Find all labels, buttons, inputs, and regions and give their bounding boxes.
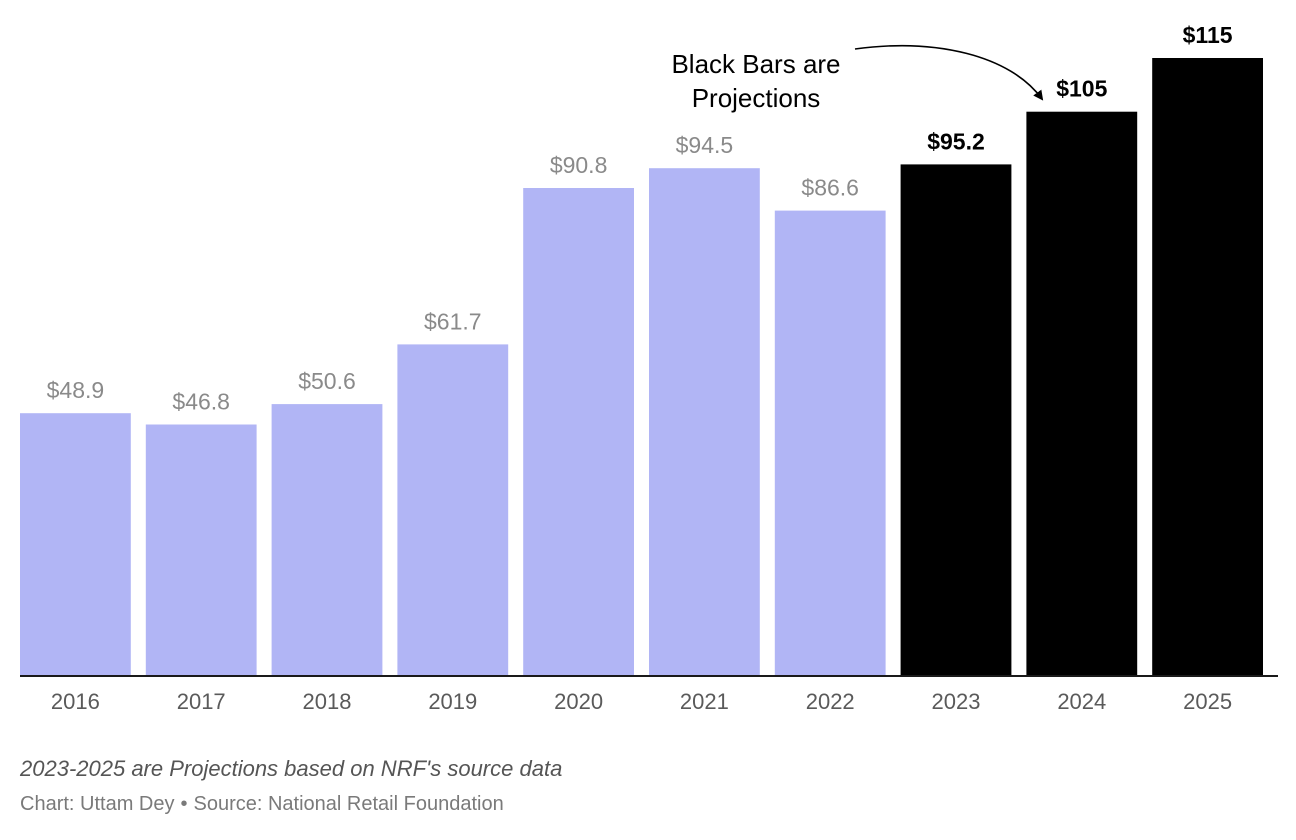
credit-separator: •	[180, 793, 188, 815]
x-tick-2023: 2023	[932, 689, 981, 714]
chart-author: Chart: Uttam Dey	[20, 793, 175, 815]
x-tick-2016: 2016	[51, 689, 100, 714]
value-label-2020: $90.8	[550, 152, 608, 178]
bar-2016	[20, 413, 131, 676]
value-label-2025: $115	[1183, 22, 1233, 48]
annotation-line-1: Black Bars are	[671, 49, 840, 79]
value-label-2018: $50.6	[298, 368, 356, 394]
chart-area: $48.9 $46.8 $50.6 $61.7 $90.8 $94.5 $86.6 $95.2…	[20, 22, 1278, 714]
chart-source: Source: National Retail Foundation	[193, 793, 504, 815]
bar-2022	[774, 210, 886, 676]
bar-2024	[1026, 111, 1138, 676]
x-tick-2022: 2022	[806, 689, 855, 714]
value-label-2019: $61.7	[424, 308, 482, 334]
bar-2025	[1152, 58, 1263, 676]
value-label-2021: $94.5	[676, 132, 734, 158]
annotation: Black Bars are Projections	[671, 44, 1044, 113]
x-tick-2019: 2019	[428, 689, 477, 714]
value-label-2023: $95.2	[927, 128, 985, 154]
credit-line: Chart: Uttam Dey • Source: National Retail…	[20, 793, 504, 816]
x-tick-2024: 2024	[1057, 689, 1106, 714]
value-label-2022: $86.6	[801, 175, 859, 201]
value-labels: $48.9 $46.8 $50.6 $61.7 $90.8 $94.5 $86.6 $95.2…	[47, 22, 1233, 415]
x-tick-2017: 2017	[177, 689, 226, 714]
bar-2017	[145, 424, 257, 676]
x-tick-labels: 2016 2017 2018 2019 2020 2021 2022 2023 2024 2025	[51, 689, 1232, 714]
value-label-2017: $46.8	[172, 389, 230, 415]
x-tick-2018: 2018	[303, 689, 352, 714]
bar-2021	[649, 168, 760, 676]
annotation-arrow	[854, 44, 1044, 101]
x-tick-2021: 2021	[680, 689, 729, 714]
bar-2018	[271, 404, 383, 676]
bars	[20, 58, 1263, 676]
annotation-line-2: Projections	[692, 83, 821, 113]
value-label-2016: $48.9	[47, 377, 105, 403]
x-tick-2020: 2020	[554, 689, 603, 714]
value-label-2024: $105	[1056, 76, 1107, 102]
footnote: 2023-2025 are Projections based on NRF's…	[20, 756, 563, 781]
bar-2023	[900, 164, 1012, 676]
bar-2019	[397, 344, 509, 676]
x-tick-2025: 2025	[1183, 689, 1232, 714]
bar-chart: $48.9 $46.8 $50.6 $61.7 $90.8 $94.5 $86.6 $95.2…	[20, 22, 1278, 714]
bar-2020	[523, 188, 634, 676]
